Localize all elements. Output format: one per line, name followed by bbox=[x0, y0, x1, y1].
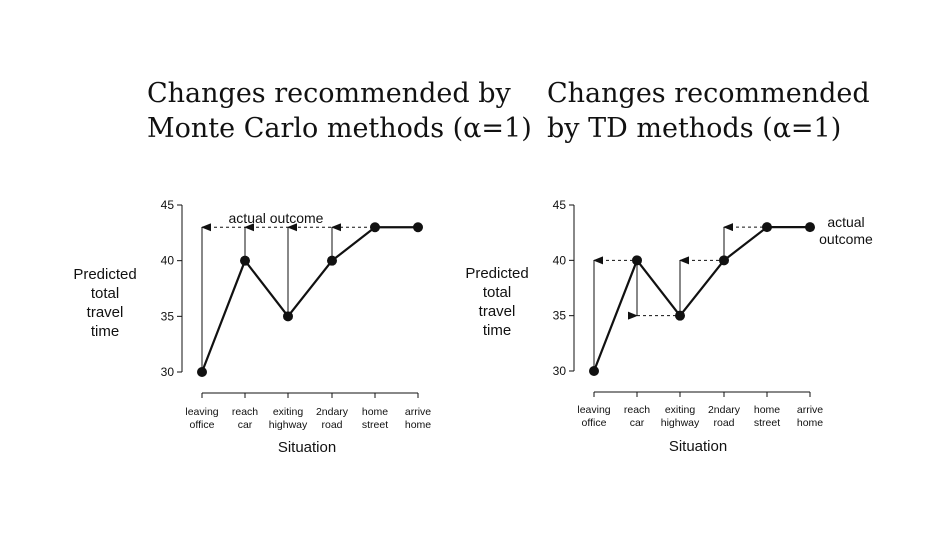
prediction-point bbox=[589, 366, 599, 376]
x-tick-label: 2ndary bbox=[708, 404, 741, 416]
actual-outcome-label: outcome bbox=[819, 231, 873, 247]
x-tick-label: exiting bbox=[273, 406, 304, 418]
x-tick-label: home bbox=[754, 404, 780, 416]
y-tick-label: 35 bbox=[161, 309, 175, 323]
left-title-line-1: Changes recommended by bbox=[147, 78, 511, 109]
x-tick-label: 2ndary bbox=[316, 406, 349, 418]
prediction-point bbox=[675, 310, 685, 321]
x-tick-label: car bbox=[630, 417, 645, 429]
actual-outcome-label: actual bbox=[827, 214, 864, 230]
prediction-line bbox=[200, 226, 418, 373]
left-panel-title: Changes recommended by Monte Carlo metho… bbox=[147, 76, 532, 146]
prediction-point bbox=[719, 255, 729, 266]
y-tick-label: 40 bbox=[553, 253, 567, 267]
x-tick-label: home bbox=[405, 419, 431, 431]
right-panel-title: Changes recommended by TD methods (α=1) bbox=[547, 76, 870, 146]
right-title-line-1: Changes recommended bbox=[547, 78, 870, 109]
x-tick-label: arrive bbox=[797, 404, 823, 416]
prediction-point bbox=[283, 311, 293, 322]
y-axis-label: Predicted bbox=[465, 265, 528, 282]
prediction-point bbox=[240, 255, 250, 266]
x-tick-label: road bbox=[321, 419, 342, 431]
actual-outcome-label: actual outcome bbox=[229, 210, 324, 226]
x-tick-label: leaving bbox=[577, 404, 610, 416]
x-tick-label: highway bbox=[269, 419, 308, 431]
x-tick-label: office bbox=[582, 417, 607, 429]
prediction-point bbox=[197, 367, 207, 377]
right-title-line-2: by TD methods (α=1) bbox=[547, 113, 842, 144]
x-tick-label: office bbox=[190, 419, 215, 431]
x-tick-label: home bbox=[797, 417, 823, 429]
prediction-point bbox=[413, 222, 423, 233]
y-tick-label: 40 bbox=[161, 254, 175, 268]
y-axis-label: travel bbox=[87, 304, 124, 321]
y-axis-label: time bbox=[91, 323, 119, 340]
x-tick-label: reach bbox=[624, 404, 650, 416]
y-tick-label: 30 bbox=[553, 364, 567, 378]
y-axis-label: total bbox=[91, 285, 119, 302]
prediction-point bbox=[762, 222, 772, 233]
x-tick-label: exiting bbox=[665, 404, 696, 416]
y-tick-label: 45 bbox=[553, 198, 567, 212]
x-tick-label: leaving bbox=[185, 406, 218, 418]
prediction-point bbox=[805, 222, 815, 233]
y-axis-label: Predicted bbox=[73, 266, 136, 283]
x-tick-label: street bbox=[362, 419, 388, 431]
y-tick-label: 45 bbox=[161, 198, 175, 212]
x-tick-label: car bbox=[238, 419, 253, 431]
prediction-line bbox=[592, 226, 810, 372]
prediction-point bbox=[370, 222, 380, 233]
x-axis-label: Situation bbox=[669, 438, 727, 455]
y-tick-label: 30 bbox=[161, 365, 175, 379]
x-tick-label: road bbox=[713, 417, 734, 429]
x-tick-label: arrive bbox=[405, 406, 431, 418]
prediction-point bbox=[632, 255, 642, 266]
y-tick-label: 35 bbox=[553, 309, 567, 323]
x-tick-label: reach bbox=[232, 406, 258, 418]
y-axis-label: time bbox=[483, 322, 511, 339]
y-axis-label: total bbox=[483, 284, 511, 301]
x-axis-label: Situation bbox=[278, 439, 336, 456]
prediction-point bbox=[327, 255, 337, 266]
x-tick-label: home bbox=[362, 406, 388, 418]
y-axis-label: travel bbox=[479, 303, 516, 320]
x-tick-label: street bbox=[754, 417, 780, 429]
left-title-line-2: Monte Carlo methods (α=1) bbox=[147, 113, 532, 144]
x-tick-label: highway bbox=[661, 417, 700, 429]
